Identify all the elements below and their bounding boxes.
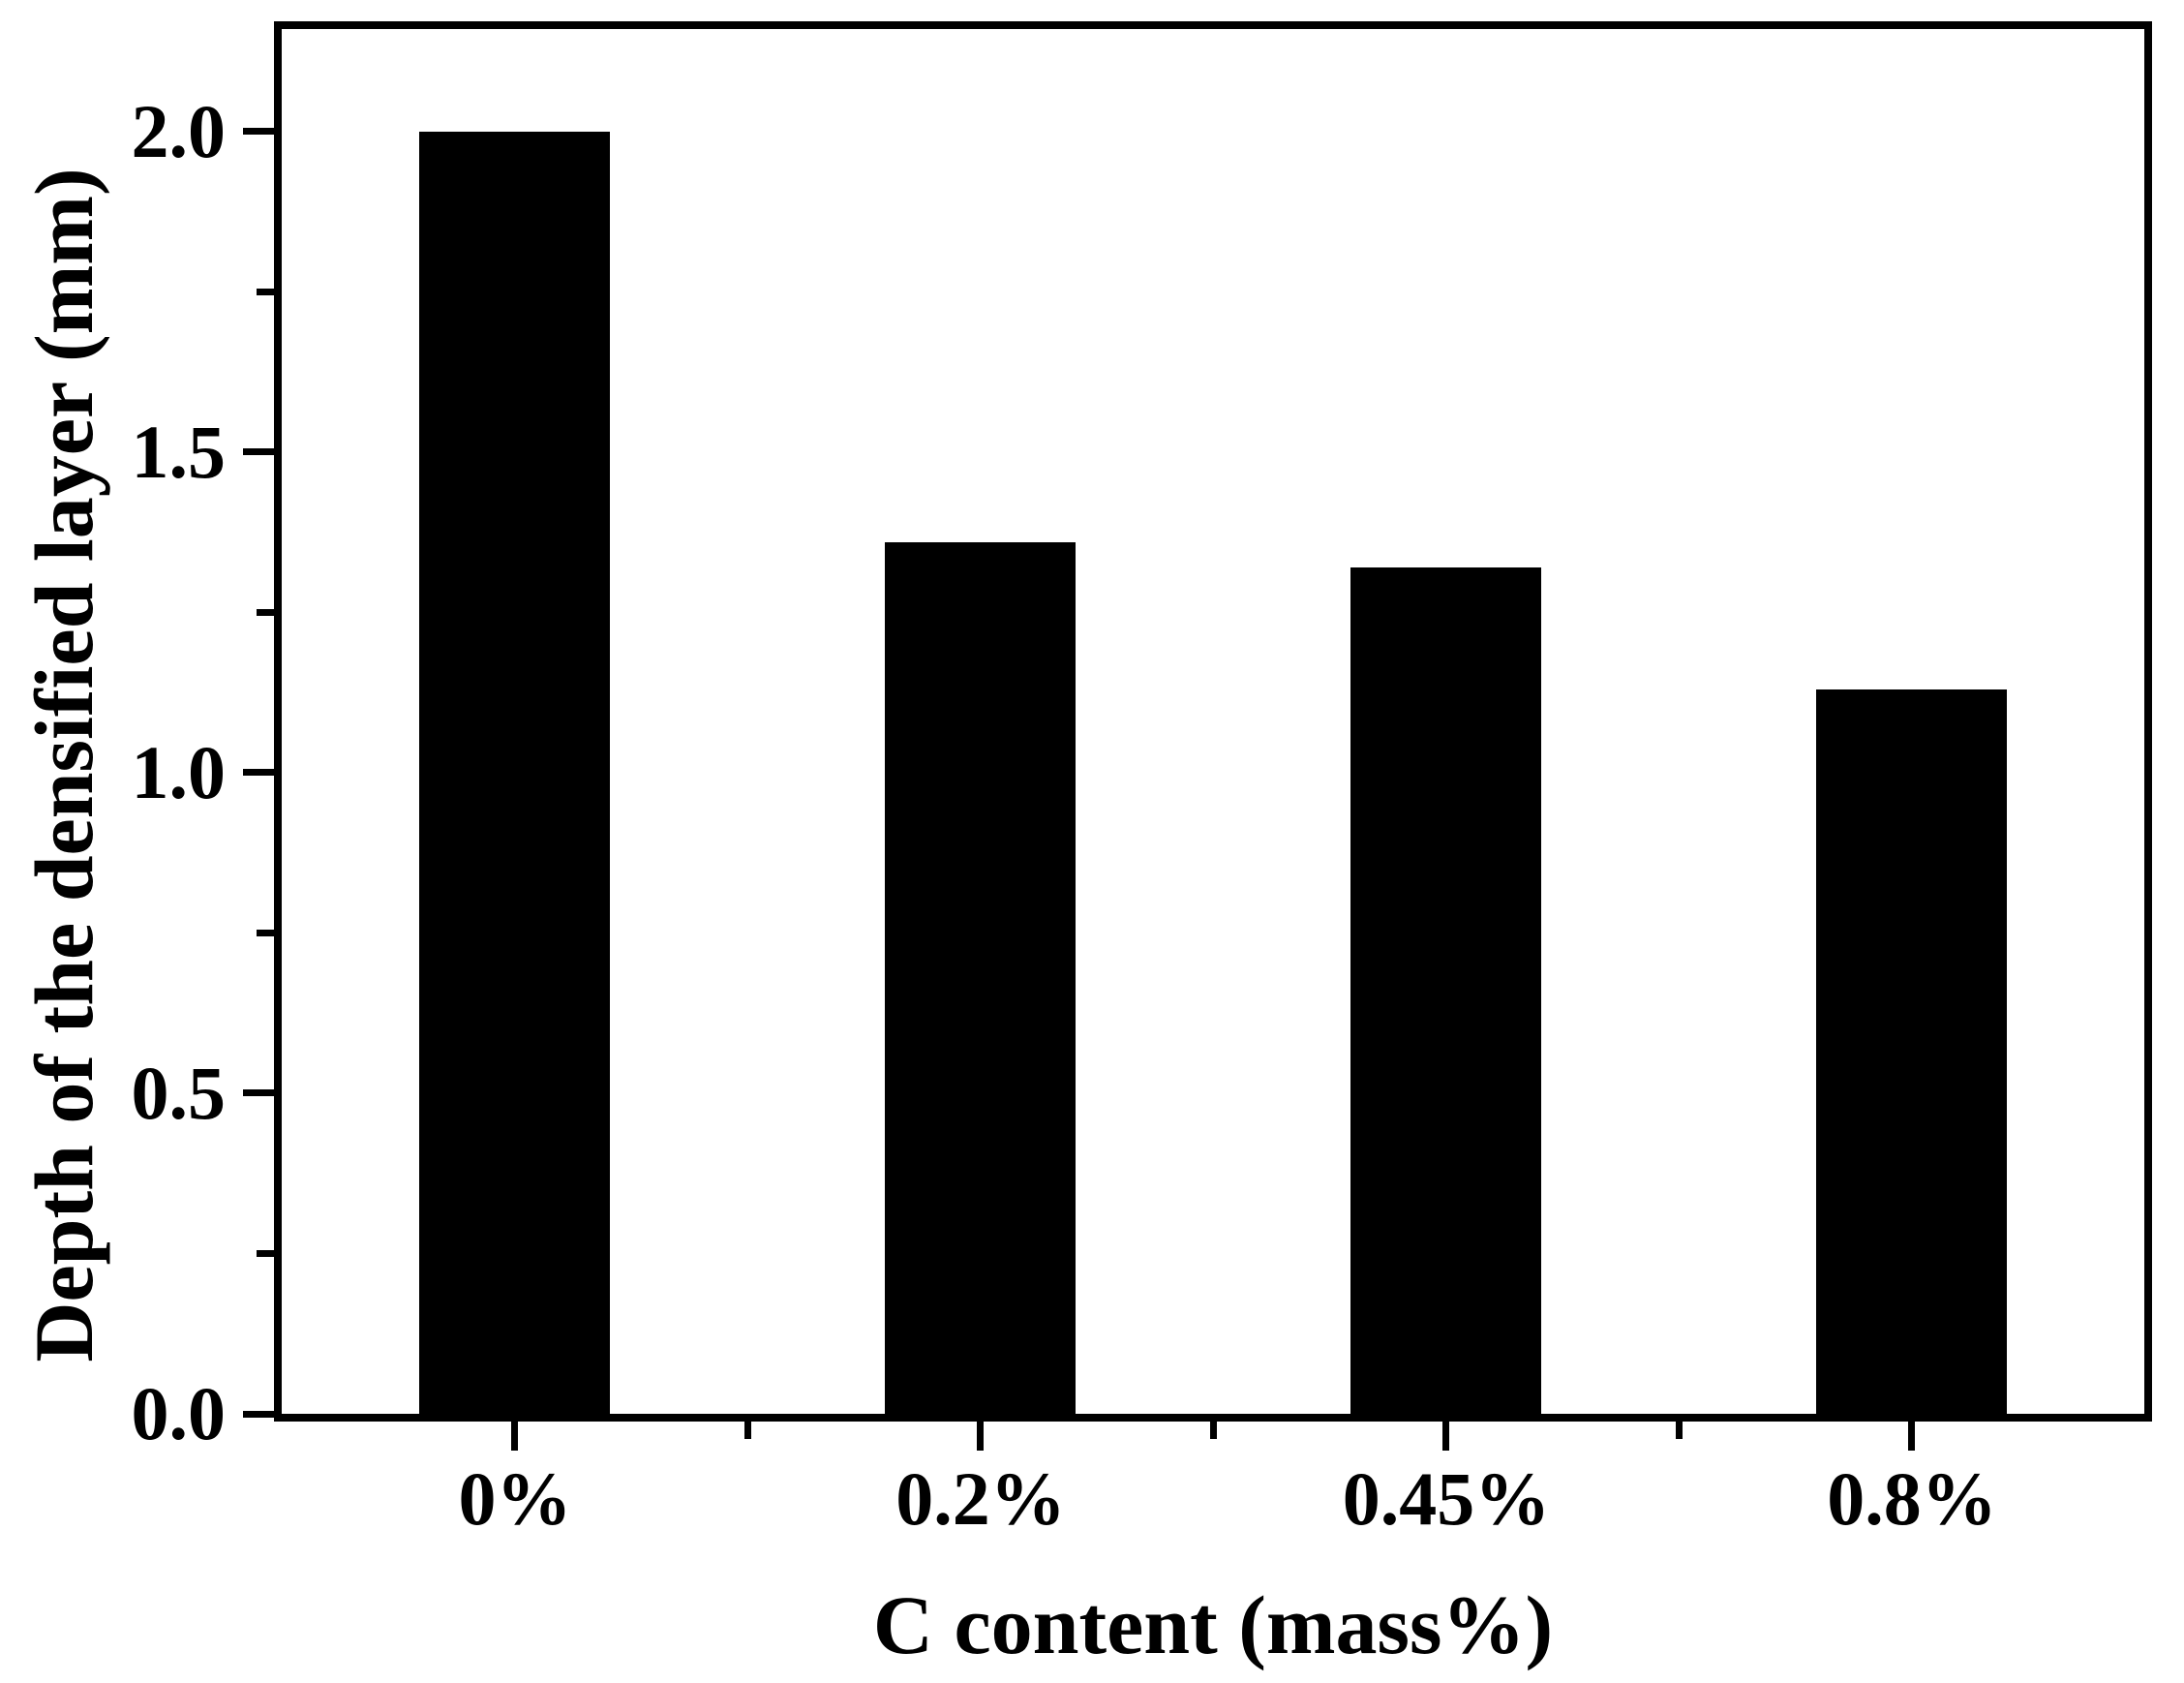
y-major-tick	[243, 1411, 274, 1418]
y-minor-tick	[257, 609, 274, 616]
x-major-tick	[977, 1422, 984, 1451]
y-tick-label: 1.0	[131, 730, 227, 814]
x-major-tick	[1442, 1422, 1449, 1451]
y-minor-tick	[257, 289, 274, 295]
bar	[1350, 567, 1541, 1414]
bar	[419, 132, 610, 1414]
y-minor-tick	[257, 930, 274, 936]
y-tick-label: 0.5	[131, 1051, 227, 1135]
x-minor-tick	[744, 1422, 751, 1439]
bar	[885, 542, 1076, 1414]
x-minor-tick	[1676, 1422, 1683, 1439]
y-major-tick	[243, 448, 274, 455]
x-tick-label: 0.45%	[1342, 1456, 1551, 1541]
x-tick-label: 0.2%	[895, 1456, 1066, 1541]
x-tick-label: 0%	[458, 1456, 572, 1541]
x-major-tick	[511, 1422, 518, 1451]
y-major-tick	[243, 1089, 274, 1096]
y-major-tick	[243, 769, 274, 776]
y-tick-label: 0.0	[131, 1371, 227, 1455]
y-minor-tick	[257, 1250, 274, 1257]
y-major-tick	[243, 128, 274, 135]
x-minor-tick	[1210, 1422, 1217, 1439]
y-tick-label: 1.5	[131, 410, 227, 494]
x-major-tick	[1908, 1422, 1915, 1451]
x-axis-title: C content (mass%)	[872, 1578, 1554, 1671]
y-tick-label: 2.0	[131, 89, 227, 173]
bar	[1816, 689, 2007, 1414]
plot-area: 0.0 0.5 1.0 1.5 2.0 0% 0.2% 0.45% 0.8%	[132, 21, 2152, 1541]
x-tick-label: 0.8%	[1827, 1456, 1997, 1541]
